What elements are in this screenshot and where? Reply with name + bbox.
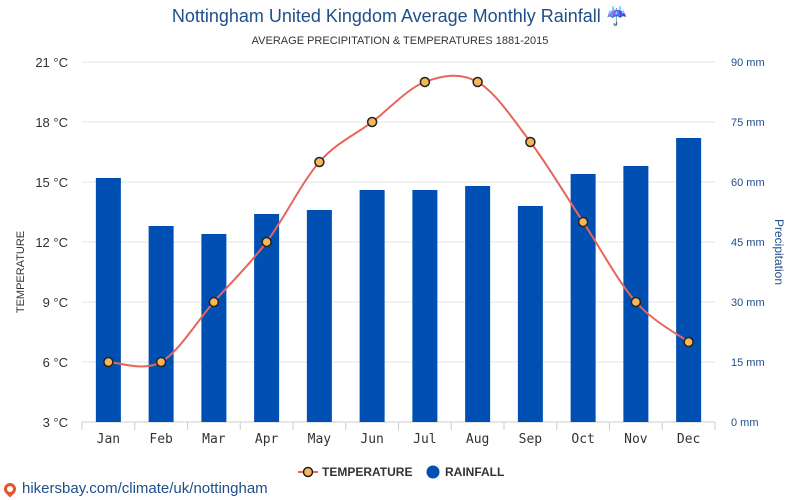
rainfall-bar	[306, 210, 332, 422]
y-right-tick-label: 0 mm	[731, 417, 759, 429]
x-tick-label: Sep	[519, 432, 543, 447]
y-left-tick-label: 21 °C	[35, 55, 68, 70]
temperature-point	[525, 136, 536, 148]
chart-title: Nottingham United Kingdom Average Monthl…	[0, 6, 800, 27]
y-right-axis-title: Precipitation	[772, 219, 786, 285]
footer-link-text: hikersbay.com/climate/uk/nottingham	[22, 480, 268, 497]
legend-rainfall-label: RAINFALL	[445, 465, 504, 479]
temperature-point	[366, 116, 378, 128]
legend-temperature-label: TEMPERATURE	[322, 465, 412, 479]
chart-title-text: Nottingham United Kingdom Average Monthl…	[171, 6, 601, 26]
y-left-tick-label: 9 °C	[43, 295, 68, 310]
x-tick-label: Dec	[677, 432, 700, 447]
x-tick-label: Nov	[624, 432, 648, 447]
y-left-tick-label: 3 °C	[43, 415, 68, 430]
y-left-tick-label: 6 °C	[43, 355, 68, 370]
y-left-tick-label: 12 °C	[35, 235, 68, 250]
y-right-tick-label: 30 mm	[731, 297, 765, 309]
x-tick-label: Jul	[413, 432, 436, 447]
temperature-point	[577, 216, 589, 228]
x-tick-label: May	[308, 432, 332, 447]
temperature-point	[155, 356, 167, 368]
x-tick-label: Jan	[97, 432, 120, 447]
footer-link[interactable]: hikersbay.com/climate/uk/nottingham	[1, 480, 268, 497]
rainfall-bar	[254, 214, 280, 422]
temperature-point	[419, 76, 431, 88]
temperature-point	[261, 236, 272, 248]
y-right-tick-label: 45 mm	[731, 237, 765, 249]
legend-rainfall-marker	[426, 465, 440, 479]
x-tick-label: Apr	[255, 432, 279, 447]
umbrella-rain-icon: ☔	[605, 6, 629, 26]
rainfall-bar	[465, 186, 491, 422]
y-left-axis-title: TEMPERATURE	[15, 231, 27, 313]
rainfall-bar	[412, 190, 438, 422]
temperature-point	[208, 296, 220, 308]
x-tick-label: Feb	[149, 432, 173, 447]
temperature-point	[472, 76, 483, 88]
y-left-tick-label: 15 °C	[35, 175, 68, 190]
temperature-line	[108, 74, 690, 368]
rainfall-bar	[359, 190, 385, 422]
temperature-point	[683, 336, 694, 348]
temperature-point	[314, 156, 325, 168]
y-right-tick-label: 60 mm	[731, 177, 765, 189]
rainfall-bar	[517, 206, 543, 422]
x-tick-label: Jun	[360, 432, 383, 447]
legend-temperature-marker	[302, 466, 314, 478]
y-left-tick-label: 18 °C	[35, 115, 68, 130]
temperature-point	[630, 296, 642, 308]
rainfall-bar	[623, 166, 649, 422]
x-tick-label: Oct	[571, 432, 594, 447]
x-tick-label: Aug	[466, 432, 489, 447]
temperature-point	[103, 356, 114, 368]
y-right-tick-label: 90 mm	[731, 57, 765, 69]
chart-subtitle: AVERAGE PRECIPITATION & TEMPERATURES 188…	[251, 35, 549, 47]
x-tick-label: Mar	[202, 432, 226, 447]
rainfall-bar	[95, 178, 121, 422]
map-pin-icon	[1, 480, 19, 497]
rainfall-bar	[148, 226, 174, 422]
rainfall-bar	[570, 174, 596, 422]
y-right-tick-label: 15 mm	[731, 357, 765, 369]
rainfall-bar	[201, 234, 227, 422]
y-right-tick-label: 75 mm	[731, 117, 765, 129]
rainfall-bar	[676, 138, 702, 422]
